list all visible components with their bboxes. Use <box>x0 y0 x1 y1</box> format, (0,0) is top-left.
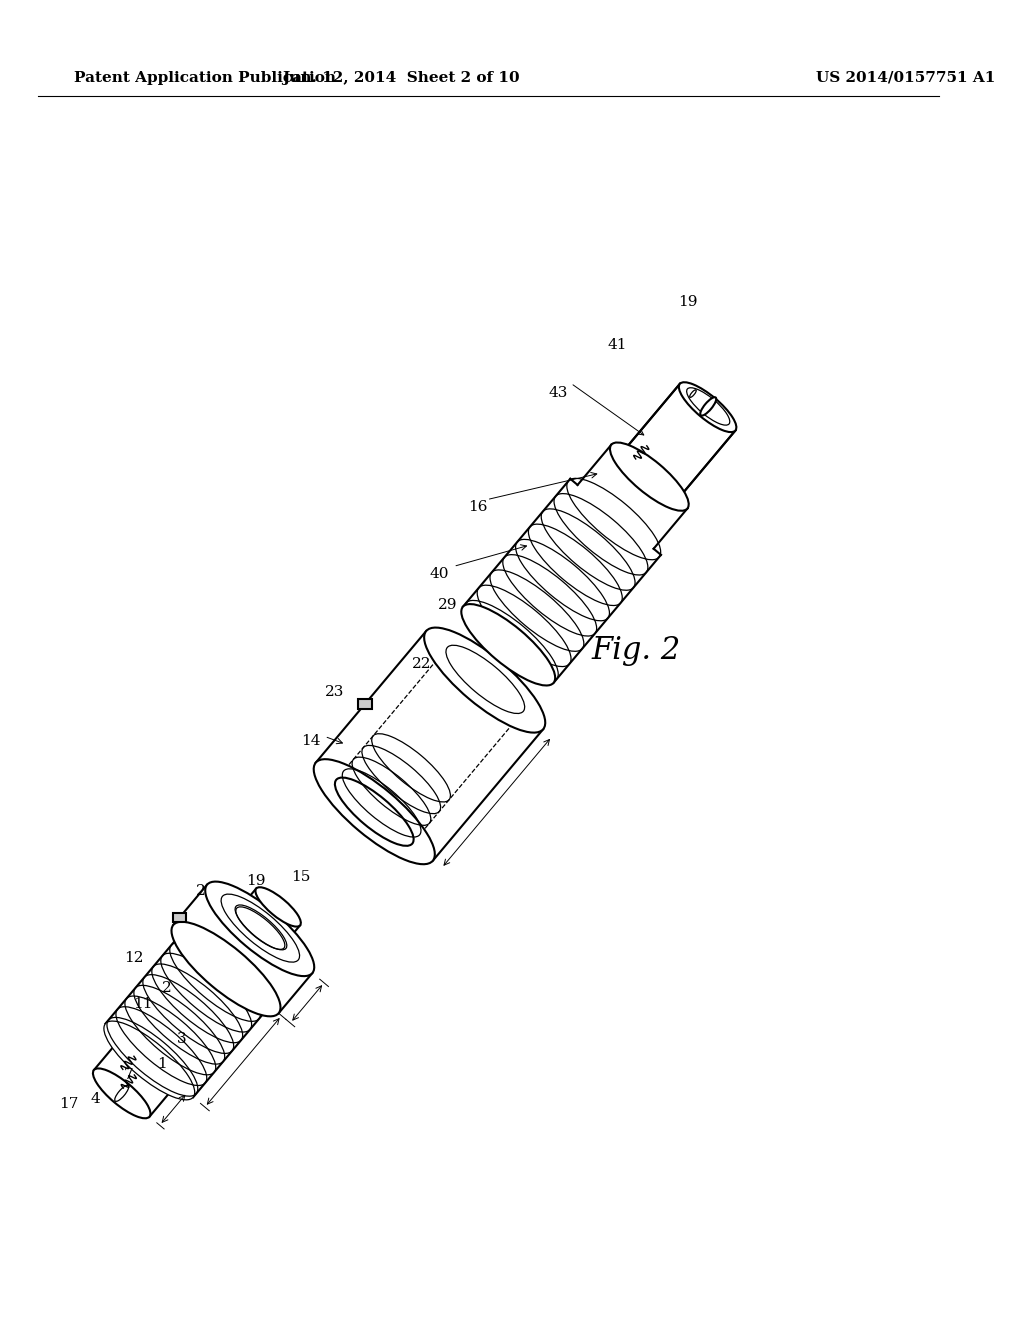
FancyBboxPatch shape <box>173 913 186 921</box>
Text: 43: 43 <box>549 385 568 400</box>
Text: 7: 7 <box>124 1068 134 1082</box>
Text: 3: 3 <box>176 1032 186 1045</box>
Ellipse shape <box>93 1068 151 1118</box>
Ellipse shape <box>610 442 689 511</box>
Text: 17: 17 <box>59 1097 79 1111</box>
Text: 40: 40 <box>429 568 449 581</box>
Ellipse shape <box>236 906 287 950</box>
Text: Patent Application Publication: Patent Application Publication <box>75 71 337 84</box>
Text: 41: 41 <box>608 338 628 352</box>
Ellipse shape <box>103 1022 195 1100</box>
Text: 22: 22 <box>413 657 432 671</box>
Text: 20: 20 <box>196 884 215 898</box>
Text: 24: 24 <box>502 672 521 686</box>
Text: Fig. 2: Fig. 2 <box>592 635 681 667</box>
Text: 9: 9 <box>172 925 181 939</box>
Text: 2: 2 <box>162 981 172 995</box>
Text: 19: 19 <box>678 296 697 309</box>
Text: 19: 19 <box>246 874 266 888</box>
Text: 12: 12 <box>124 950 143 965</box>
Ellipse shape <box>690 389 696 397</box>
Text: 4: 4 <box>91 1092 100 1106</box>
Ellipse shape <box>313 759 435 865</box>
FancyBboxPatch shape <box>358 700 372 709</box>
Text: 29: 29 <box>438 598 458 611</box>
Text: 13: 13 <box>226 902 246 915</box>
Ellipse shape <box>461 605 555 685</box>
Text: 11: 11 <box>133 997 154 1011</box>
Text: Jun. 12, 2014  Sheet 2 of 10: Jun. 12, 2014 Sheet 2 of 10 <box>282 71 519 84</box>
Text: 15: 15 <box>291 870 310 883</box>
Text: 23: 23 <box>325 685 344 700</box>
Ellipse shape <box>171 921 281 1016</box>
Ellipse shape <box>205 882 314 975</box>
Ellipse shape <box>115 1085 129 1101</box>
Ellipse shape <box>255 887 301 927</box>
Text: US 2014/0157751 A1: US 2014/0157751 A1 <box>816 71 995 84</box>
Ellipse shape <box>679 383 736 432</box>
Text: 14: 14 <box>301 734 321 748</box>
Text: 1: 1 <box>158 1057 167 1071</box>
Text: 16: 16 <box>468 500 487 515</box>
Ellipse shape <box>424 627 545 733</box>
Ellipse shape <box>445 645 524 714</box>
Ellipse shape <box>335 777 414 846</box>
Ellipse shape <box>687 388 730 425</box>
Ellipse shape <box>700 397 716 416</box>
